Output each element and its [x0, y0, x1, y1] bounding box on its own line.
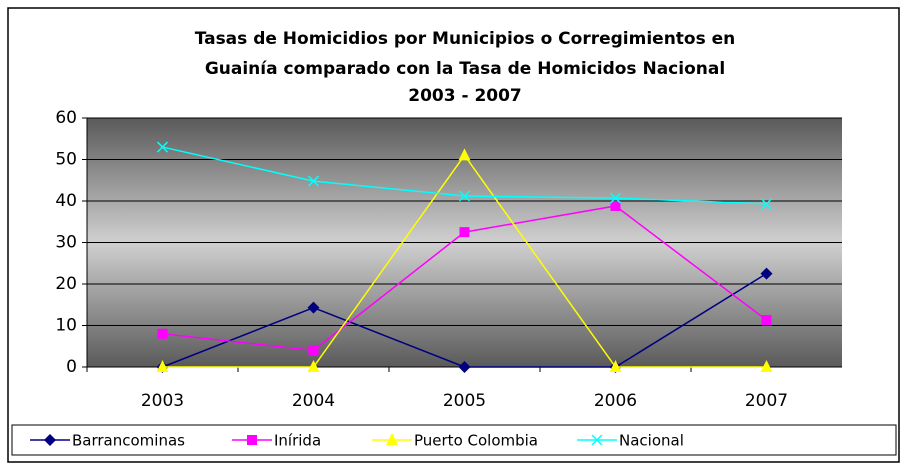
point-marker	[156, 141, 169, 153]
point-marker	[458, 148, 471, 161]
point-marker	[610, 200, 621, 211]
point-marker	[458, 190, 471, 202]
legend-marker	[44, 434, 56, 446]
x-tick-label: 2006	[594, 391, 637, 411]
chart-title: Tasas de Homicidios por Municipios o Cor…	[195, 29, 736, 49]
point-marker	[307, 301, 320, 314]
point-marker	[308, 345, 319, 356]
point-marker	[307, 175, 320, 187]
chart-title: 2003 - 2007	[408, 86, 522, 106]
y-tick-label: 30	[55, 233, 77, 253]
point-marker	[760, 198, 773, 210]
x-tick-label: 2004	[292, 391, 335, 411]
y-tick-label: 20	[55, 274, 77, 294]
point-marker	[459, 227, 470, 238]
x-tick-label: 2005	[443, 391, 486, 411]
legend-label: Puerto Colombia	[414, 432, 538, 450]
point-marker	[760, 360, 773, 372]
point-marker	[458, 361, 471, 373]
legend-marker	[591, 434, 603, 446]
legend-label: Barrancominas	[72, 432, 185, 450]
legend-marker	[247, 435, 257, 445]
legend-label: Inírida	[274, 432, 321, 450]
point-marker	[761, 315, 772, 326]
chart-title: Guainía comparado con la Tasa de Homicid…	[205, 59, 725, 79]
point-marker	[609, 360, 622, 372]
y-tick-label: 60	[55, 108, 77, 128]
legend-box	[11, 424, 897, 456]
legend-label: Nacional	[619, 432, 684, 450]
y-tick-label: 0	[66, 357, 77, 377]
x-tick-label: 2007	[745, 391, 788, 411]
point-marker	[760, 267, 773, 280]
y-tick-label: 10	[55, 316, 77, 336]
point-marker	[157, 328, 168, 339]
legend-marker	[386, 433, 398, 445]
point-marker	[307, 360, 320, 372]
point-marker	[156, 360, 169, 372]
point-marker	[609, 192, 622, 204]
y-tick-label: 50	[55, 150, 77, 170]
x-tick-label: 2003	[141, 391, 184, 411]
y-tick-label: 40	[55, 191, 77, 211]
